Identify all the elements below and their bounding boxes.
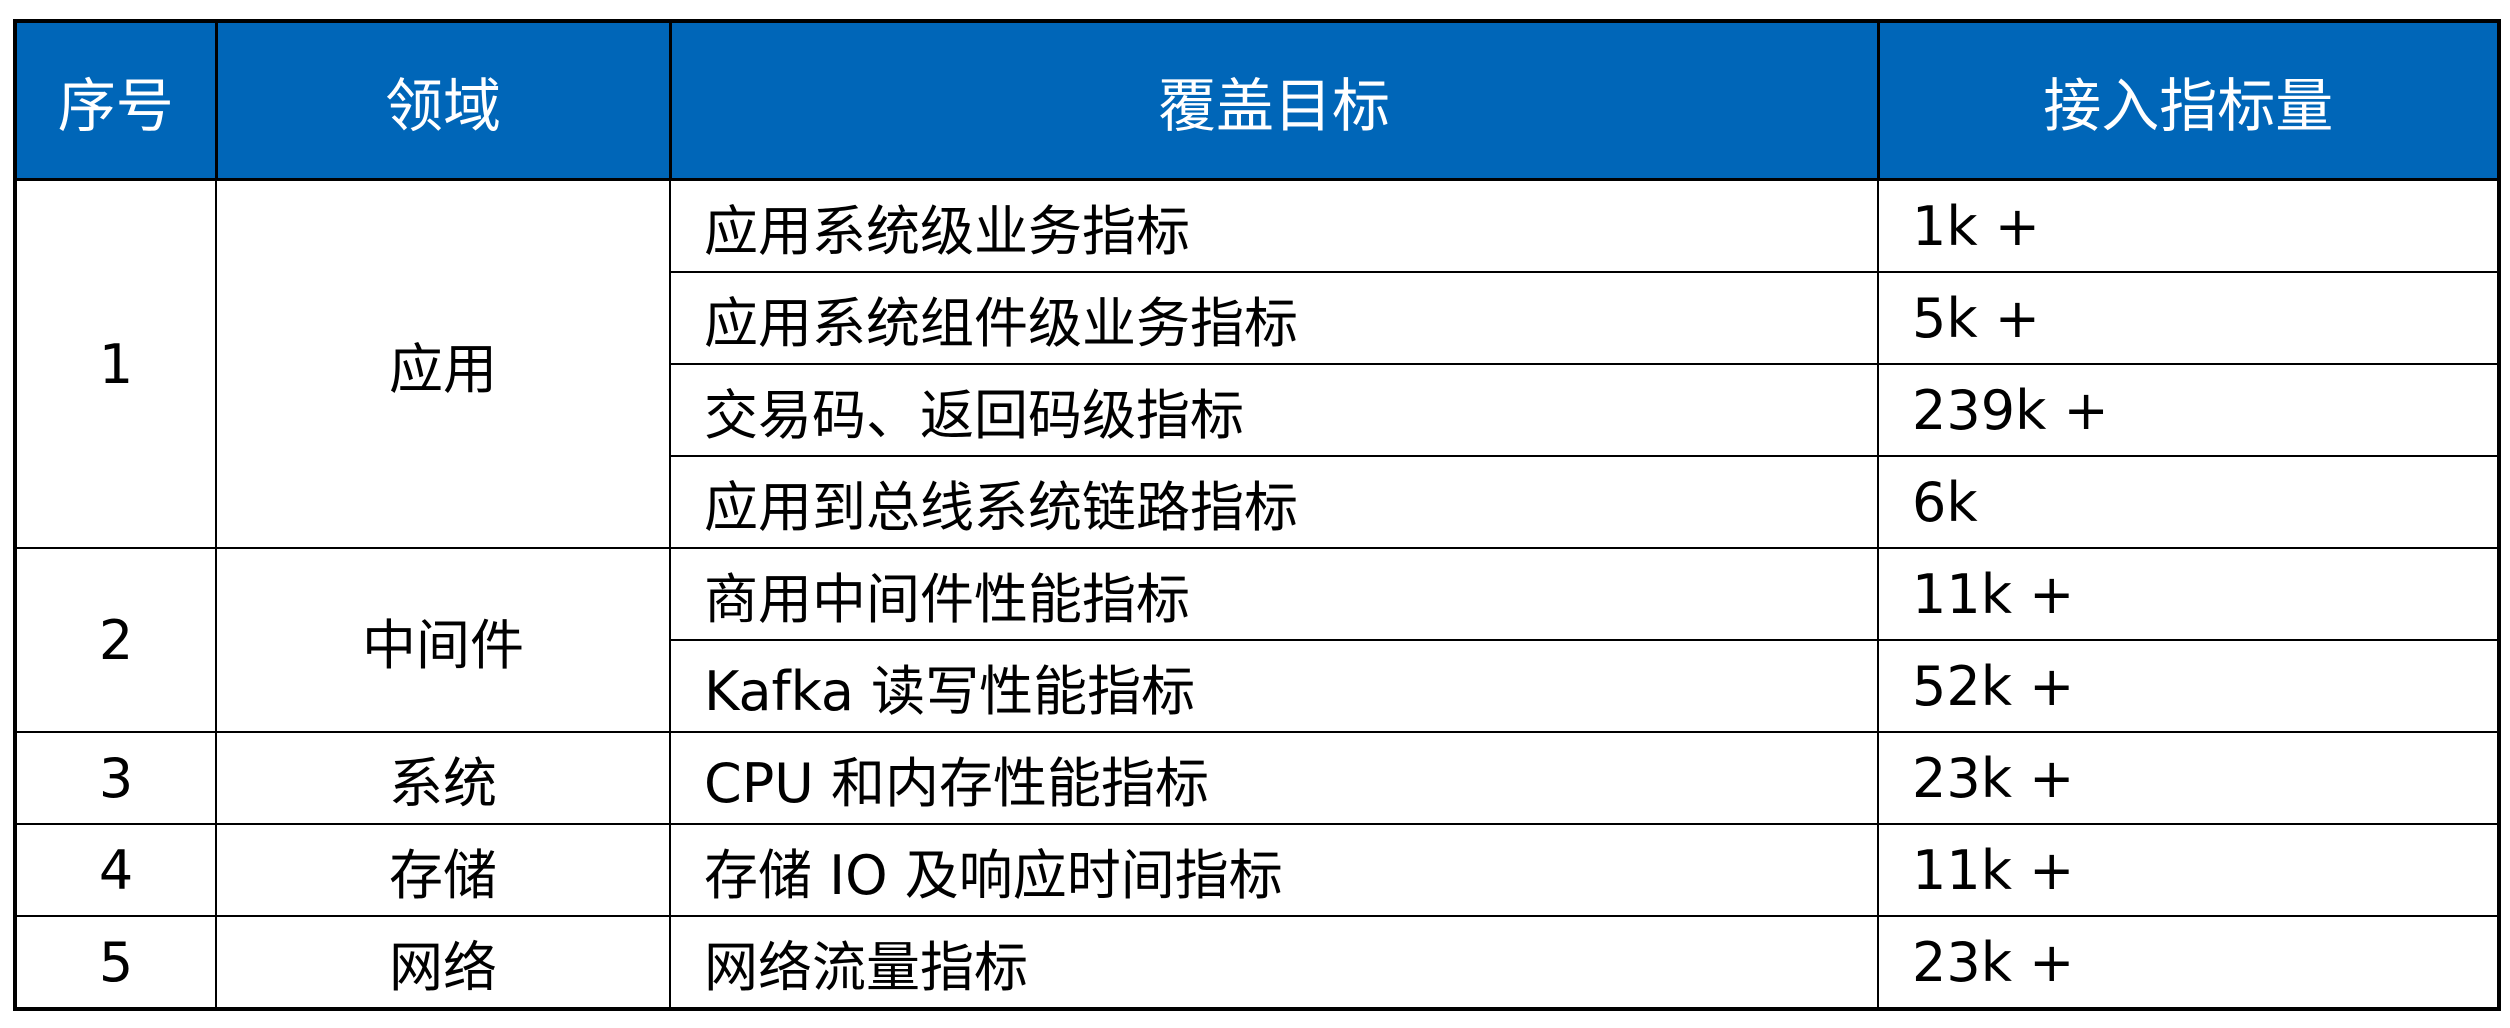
header-count: 接入指标量 <box>1876 19 2501 181</box>
index-cell: 2 <box>14 547 217 733</box>
count-cell: 6k <box>1877 455 2500 549</box>
target-cell: 网络流量指标 <box>669 915 1879 1010</box>
index-cell: 1 <box>14 178 217 549</box>
count-cell: 1k + <box>1877 178 2500 273</box>
target-cell: Kafka 读写性能指标 <box>669 639 1879 733</box>
target-cell: 应用系统级业务指标 <box>669 178 1879 273</box>
index-cell: 3 <box>14 731 217 825</box>
count-cell: 23k + <box>1877 915 2500 1010</box>
count-cell: 11k + <box>1877 823 2500 917</box>
domain-cell: 网络 <box>215 915 671 1010</box>
table-row: 交易码、返回码级指标 239k + <box>15 363 2500 457</box>
domain-cell: 系统 <box>215 731 671 825</box>
table-row: Kafka 读写性能指标 52k + <box>15 639 2500 733</box>
index-cell: 4 <box>14 823 217 917</box>
target-cell: CPU 和内存性能指标 <box>669 731 1879 825</box>
table-row: 应用到总线系统链路指标 6k <box>15 455 2500 549</box>
domain-cell: 存储 <box>215 823 671 917</box>
count-cell: 11k + <box>1877 547 2500 641</box>
index-cell: 5 <box>14 915 217 1010</box>
header-target: 覆盖目标 <box>668 19 1880 181</box>
count-cell: 239k + <box>1877 363 2500 457</box>
header-index: 序号 <box>13 19 218 181</box>
domain-cell: 应用 <box>215 178 671 549</box>
table-row: 4 存储 存储 IO 及响应时间指标 11k + <box>14 823 2500 917</box>
metrics-coverage-table: 序号 领域 覆盖目标 接入指标量 1 应用 应用系统级业务指标 1k + 应用系… <box>13 19 2501 1011</box>
count-cell: 52k + <box>1877 639 2500 733</box>
table-row: 5 网络 网络流量指标 23k + <box>14 915 2500 1010</box>
target-cell: 商用中间件性能指标 <box>669 547 1879 641</box>
count-cell: 5k + <box>1877 271 2500 365</box>
count-cell: 23k + <box>1877 731 2500 825</box>
target-cell: 应用到总线系统链路指标 <box>669 455 1879 549</box>
domain-cell: 中间件 <box>215 547 671 733</box>
table-row: 3 系统 CPU 和内存性能指标 23k + <box>14 731 2500 825</box>
table-row: 1 应用 应用系统级业务指标 1k + <box>14 178 2500 549</box>
table-row: 2 中间件 商用中间件性能指标 11k + <box>14 547 2500 733</box>
target-cell: 交易码、返回码级指标 <box>669 363 1879 457</box>
target-cell: 存储 IO 及响应时间指标 <box>669 823 1879 917</box>
header-domain: 领域 <box>214 19 672 181</box>
target-cell: 应用系统组件级业务指标 <box>669 271 1879 365</box>
table-row: 应用系统组件级业务指标 5k + <box>15 271 2500 365</box>
header-row: 序号 领域 覆盖目标 接入指标量 <box>13 19 2501 181</box>
